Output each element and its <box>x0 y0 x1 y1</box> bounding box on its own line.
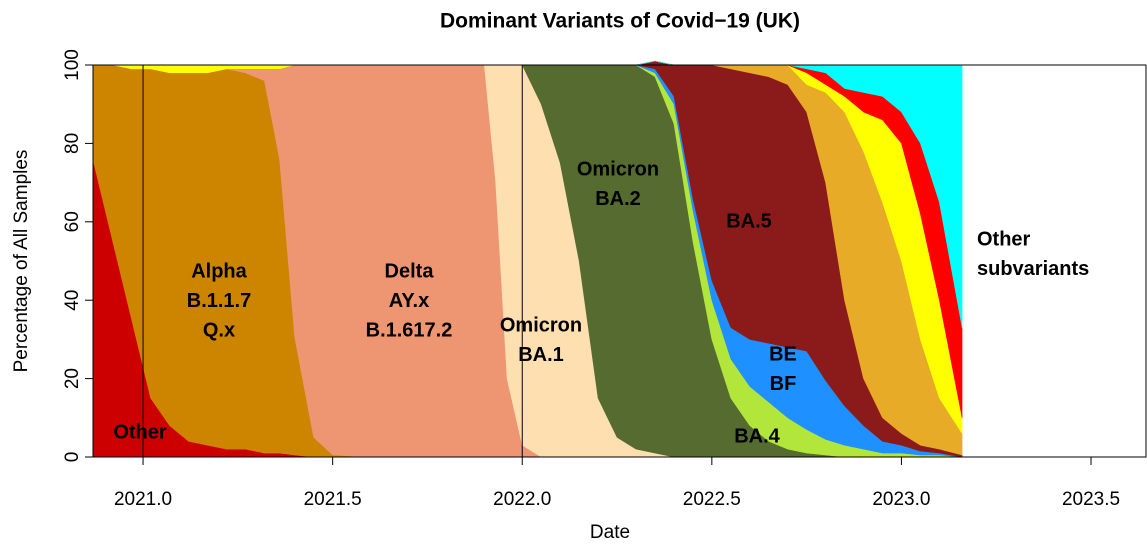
x-tick-label: 2022.5 <box>683 489 741 510</box>
y-tick-label: 80 <box>62 133 83 154</box>
x-axis-label: Date <box>590 522 630 543</box>
series-label: Omicron <box>500 314 582 336</box>
series-label: AY.x <box>389 290 429 312</box>
x-tick-label: 2022.0 <box>493 489 551 510</box>
series-label: Other <box>113 421 167 443</box>
series-label: Omicron <box>577 158 659 180</box>
chart-title: Dominant Variants of Covid−19 (UK) <box>440 10 800 33</box>
y-tick-label: 60 <box>62 211 83 232</box>
series-label: Q.x <box>203 319 235 341</box>
x-tick-label: 2021.0 <box>114 489 172 510</box>
y-tick-label: 20 <box>62 368 83 389</box>
series-label: B.1.617.2 <box>366 319 453 341</box>
series-label: BA.4 <box>734 425 780 447</box>
series-label: Alpha <box>191 260 247 282</box>
series-label: subvariants <box>977 258 1089 280</box>
x-tick-label: 2023.0 <box>872 489 930 510</box>
series-label: BA.5 <box>726 210 772 232</box>
series-label: B.1.1.7 <box>187 290 251 312</box>
series-label: BF <box>770 373 797 395</box>
y-tick-label: 40 <box>62 290 83 311</box>
x-tick-label: 2023.5 <box>1062 489 1120 510</box>
series-label: Other <box>977 228 1031 250</box>
series-label: BA.2 <box>595 188 641 210</box>
series-label: Delta <box>385 260 435 282</box>
y-tick-label: 0 <box>62 452 83 463</box>
y-axis-label: Percentage of All Samples <box>11 150 32 373</box>
x-tick-label: 2021.5 <box>304 489 362 510</box>
plot-frame <box>92 64 1147 458</box>
series-label: BA.1 <box>518 344 564 366</box>
y-tick-label: 100 <box>62 49 83 81</box>
series-label: BE <box>769 343 797 365</box>
